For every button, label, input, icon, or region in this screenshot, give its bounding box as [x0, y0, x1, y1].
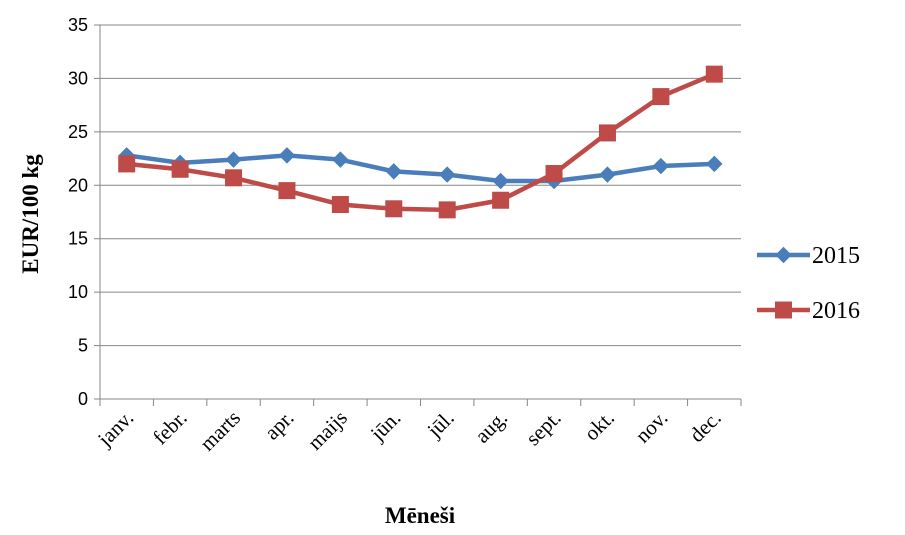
legend-marker: [775, 246, 792, 264]
series-group: [118, 65, 723, 219]
x-tick-label: febr.: [148, 406, 192, 450]
x-tick-label: jūn.: [365, 406, 405, 446]
y-tick-label: 35: [68, 15, 88, 35]
y-tick-label: 5: [78, 336, 88, 356]
x-tick-label: okt.: [579, 406, 619, 446]
x-tick-label: sept.: [521, 406, 566, 451]
data-point: [331, 196, 349, 214]
data-point: [385, 200, 403, 218]
x-tick-label: jūl.: [422, 406, 459, 443]
legend-item: 2016: [757, 298, 860, 324]
legend-label: 2016: [812, 298, 860, 324]
data-point: [438, 201, 456, 219]
y-tick-label: 20: [68, 175, 88, 195]
x-tick-label: marts: [195, 406, 245, 456]
data-point: [706, 155, 723, 173]
x-tick-label: maijs: [303, 406, 352, 455]
y-tick-label: 0: [78, 389, 88, 409]
x-tick-label: janv.: [92, 406, 138, 452]
series-line: [126, 72, 716, 213]
data-point: [225, 151, 242, 168]
data-point: [225, 169, 243, 187]
axes: [99, 25, 741, 400]
legend-item: 2015: [757, 243, 860, 269]
data-point: [118, 155, 136, 173]
y-axis-ticks: 0 5 10 15 20 25 30 35: [68, 15, 100, 409]
data-point: [492, 191, 510, 209]
gridlines: [100, 24, 741, 347]
y-tick-label: 15: [68, 229, 88, 249]
y-tick-label: 10: [68, 282, 88, 302]
data-point: [492, 172, 509, 190]
x-axis-title: Mēneši: [385, 503, 456, 528]
data-point: [278, 182, 296, 200]
data-point: [652, 157, 670, 175]
series-line: [126, 153, 715, 184]
x-axis-ticks: janv. febr. marts apr. maijs jūn. jūl. aug. sept…: [92, 399, 742, 456]
x-tick-label: nov.: [630, 406, 672, 448]
data-point: [599, 166, 616, 183]
series-2015: [118, 147, 723, 190]
data-point: [598, 124, 616, 142]
data-point: [332, 151, 349, 168]
data-point: [278, 147, 296, 164]
data-point: [545, 165, 563, 183]
x-tick-label: dec.: [685, 406, 726, 447]
y-axis-title: EUR/100 kg: [18, 154, 43, 274]
legend-marker: [775, 301, 792, 319]
x-tick-label: aug.: [470, 406, 512, 448]
series-2016: [118, 65, 723, 219]
legend-label: 2015: [812, 243, 860, 269]
data-point: [439, 166, 456, 183]
x-tick-label: apr.: [260, 406, 299, 445]
y-tick-label: 30: [68, 68, 88, 88]
y-tick-label: 25: [68, 122, 88, 142]
data-point: [652, 88, 670, 106]
data-point: [171, 160, 189, 178]
data-point: [705, 65, 723, 83]
legend: 2015 2016: [757, 243, 860, 324]
data-point: [385, 163, 402, 180]
